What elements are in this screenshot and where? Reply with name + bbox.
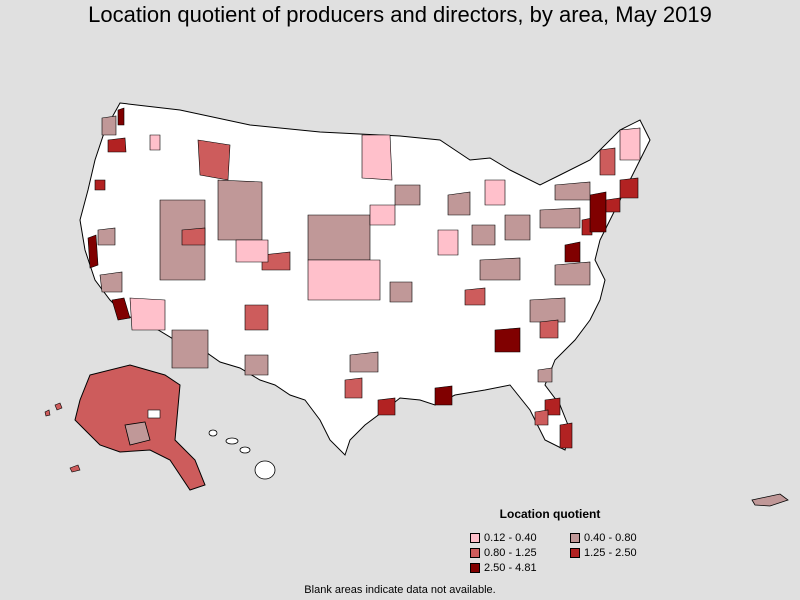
area-kentucky [479, 257, 521, 281]
area-iowa [394, 184, 421, 206]
area-texas-central [349, 351, 379, 373]
area-charlotte [539, 319, 559, 339]
area-chicago [447, 191, 471, 216]
puerto-rico-shape [751, 493, 789, 507]
map-areas [87, 107, 641, 449]
legend-item: 0.80 - 1.25 [470, 546, 570, 559]
area-dc [564, 241, 581, 263]
legend-swatch [470, 547, 480, 558]
area-kansas [307, 259, 381, 301]
hawaii-islands [208, 429, 276, 480]
area-minnesota [369, 204, 396, 226]
legend-item: 0.40 - 0.80 [570, 531, 670, 544]
area-maine [619, 127, 641, 161]
area-pennsylvania [539, 207, 581, 229]
area-florida-orlando [544, 397, 561, 416]
area-nashville [464, 287, 486, 306]
area-nyc [589, 191, 607, 233]
area-seattle [117, 107, 125, 126]
area-la [111, 297, 131, 321]
legend-item: 0.12 - 0.40 [470, 531, 570, 544]
area-bend [94, 179, 106, 191]
area-montana-west [197, 139, 231, 181]
legend-label: 2.50 - 4.81 [484, 561, 537, 574]
area-boston [619, 177, 639, 199]
area-wyoming [217, 179, 263, 241]
legend-label: 0.12 - 0.40 [484, 531, 537, 544]
area-houston [377, 397, 396, 416]
legend-swatch [570, 532, 580, 543]
area-idaho [149, 134, 161, 151]
area-oklahoma [389, 281, 413, 303]
area-virginia [554, 261, 591, 286]
area-portland [107, 137, 127, 153]
area-illinois [437, 229, 459, 256]
legend-title: Location quotient [499, 507, 601, 521]
area-ohio [504, 214, 531, 241]
area-miami [559, 422, 573, 449]
legend-label: 0.40 - 0.80 [584, 531, 637, 544]
legend-swatch [470, 532, 480, 543]
legend-swatch [570, 547, 580, 558]
legend-label: 0.80 - 1.25 [484, 546, 537, 559]
area-sacramento [97, 227, 116, 246]
area-nebraska [307, 214, 371, 261]
area-arizona-south [171, 329, 209, 369]
area-carolinas [529, 297, 566, 323]
area-inland-ca [129, 297, 166, 331]
area-new-orleans [434, 385, 453, 406]
area-flagstaff [244, 304, 269, 331]
aleutian-islands [44, 402, 81, 473]
area-indiana [471, 224, 496, 246]
legend-item: 1.25 - 2.50 [570, 546, 670, 559]
area-nm [244, 354, 269, 376]
footnote: Blank areas indicate data not available. [304, 584, 496, 596]
area-wa-coast [101, 115, 117, 136]
legend-label: 1.25 - 2.50 [584, 546, 637, 559]
area-denver [261, 251, 291, 271]
alaska-subarea [124, 421, 151, 446]
map-title: Location quotient of producers and direc… [88, 2, 712, 27]
area-dakota [361, 134, 393, 181]
legend-item: 2.50 - 4.81 [470, 561, 570, 574]
area-new-york-upstate [554, 181, 591, 201]
area-vermont-nh [599, 147, 616, 176]
area-colorado-mtn [235, 239, 269, 263]
alaska-lake-hole [147, 409, 161, 419]
area-tampa [534, 409, 549, 426]
area-sf-bay [87, 234, 99, 269]
area-connecticut [605, 197, 621, 213]
area-jacksonville [537, 367, 553, 383]
area-philadelphia [581, 217, 593, 236]
area-michigan [484, 179, 506, 206]
area-atlanta [494, 327, 521, 353]
area-salt-lake [181, 227, 206, 246]
map-legend: Location quotient 0.12 - 0.40 0.40 - 0.8… [470, 507, 670, 574]
area-dallas [344, 377, 363, 399]
area-ca-central [99, 271, 123, 293]
legend-swatch [470, 562, 480, 573]
